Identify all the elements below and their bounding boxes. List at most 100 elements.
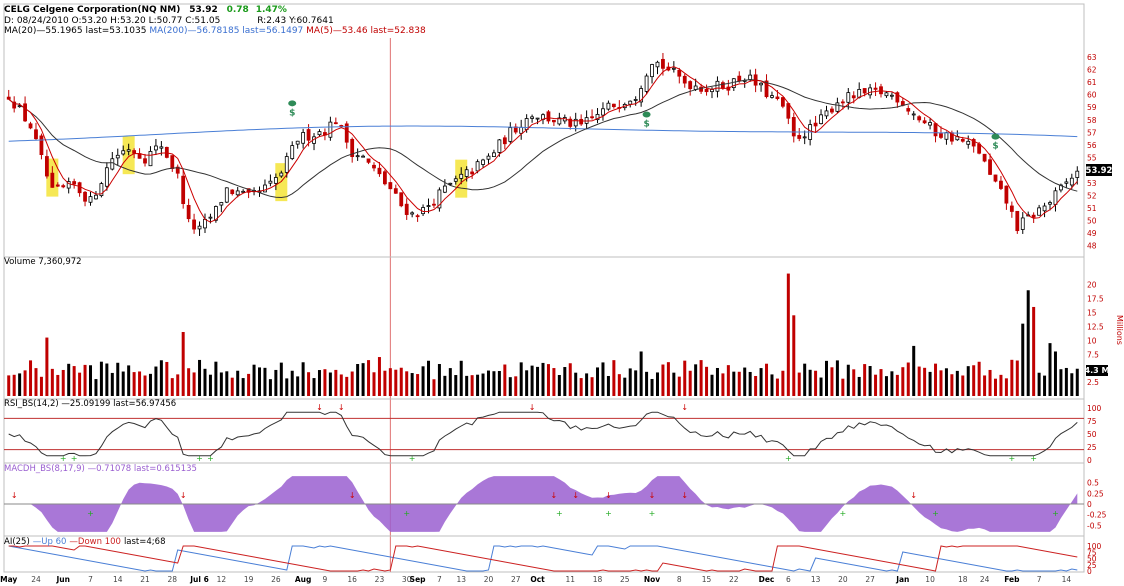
rsi-up-signal-7: + — [1030, 454, 1037, 463]
volume-bar-5 — [34, 368, 38, 396]
volume-bar-134 — [737, 371, 741, 396]
candle-body-195 — [1069, 177, 1074, 186]
macdh-up-signal-6: + — [932, 509, 939, 518]
volume-bar-113 — [623, 377, 627, 396]
candle-body-28 — [159, 146, 164, 149]
volume-bar-146 — [803, 363, 807, 396]
volume-bar-48 — [268, 379, 272, 396]
rsi-up-signal-0: + — [60, 454, 67, 463]
x-tick-1: 24 — [31, 575, 41, 584]
rsi-tick-1: 25 — [1087, 443, 1097, 452]
dollar-icon-2 — [991, 133, 1000, 140]
volume-bar-75 — [416, 374, 420, 396]
candle-body-114 — [628, 100, 633, 105]
macdh-down-signal-3: ↓ — [551, 491, 558, 500]
candle-body-134 — [737, 75, 742, 82]
volume-bar-45 — [252, 364, 256, 396]
volume-bar-76 — [421, 366, 425, 396]
volume-bar-189 — [1037, 372, 1041, 396]
rsi-down-signal-3: ↓ — [681, 403, 688, 412]
last-price: 53.92 — [189, 5, 218, 15]
candle-body-70 — [388, 182, 393, 190]
candle-body-12 — [72, 181, 77, 185]
candle-body-13 — [77, 182, 82, 194]
candle-body-178 — [977, 143, 982, 154]
candle-body-180 — [988, 159, 992, 175]
symbol-header: CELG Celgene Corporation(NQ NM) 53.92 0.… — [4, 5, 287, 16]
x-tick-4: 14 — [113, 575, 123, 584]
candle-body-183 — [1004, 185, 1009, 204]
x-tick-39: 7 — [1037, 575, 1042, 584]
candle-body-144 — [791, 117, 796, 137]
rsi-tick-0: 0 — [1087, 456, 1092, 465]
volume-bar-73 — [405, 371, 409, 396]
volume-bar-136 — [748, 371, 752, 396]
ai-legend: AI(25) —Up 60 —Down 100 last=4;68 — [4, 537, 165, 547]
volume-bar-30 — [170, 378, 174, 396]
candle-body-143 — [786, 103, 791, 119]
volume-bar-40 — [225, 371, 229, 396]
volume-tick-7: 20 — [1087, 281, 1097, 290]
candle-body-9 — [55, 184, 60, 187]
volume-bar-77 — [427, 360, 431, 396]
volume-bar-22 — [127, 365, 131, 396]
candle-body-159 — [873, 87, 878, 90]
macdh-up-signal-1: + — [403, 509, 410, 518]
macdh-up-signal-4: + — [649, 509, 656, 518]
x-tick-34: Jan — [895, 575, 909, 584]
volume-bar-155 — [852, 369, 856, 396]
volume-bar-164 — [901, 367, 905, 396]
candle-body-140 — [770, 95, 774, 98]
candle-body-153 — [840, 101, 845, 104]
candle-body-185 — [1015, 210, 1020, 232]
volume-bar-160 — [879, 369, 883, 396]
macdh-tick-3: 0.25 — [1087, 489, 1104, 498]
candle-body-127 — [699, 86, 704, 92]
rsi-up-signal-1: + — [71, 454, 78, 463]
volume-bar-101 — [557, 375, 561, 396]
rsi-tick-4: 100 — [1087, 404, 1102, 413]
candle-body-17 — [99, 183, 104, 197]
ma200-line — [8, 125, 1078, 142]
volume-bar-142 — [781, 370, 785, 396]
ai-tick-4: 100 — [1087, 542, 1102, 551]
ai-tick-2: 50 — [1087, 555, 1097, 564]
x-tick-36: 18 — [958, 575, 968, 584]
x-tick-7: Jul 6 — [189, 575, 209, 584]
volume-bar-151 — [830, 367, 834, 396]
x-tick-40: 14 — [1062, 575, 1072, 584]
candle-body-120 — [661, 58, 665, 69]
volume-bar-85 — [470, 375, 474, 396]
volume-bar-59 — [328, 372, 332, 396]
candle-body-194 — [1064, 181, 1069, 184]
volume-bar-32 — [181, 332, 185, 396]
volume-bar-196 — [1075, 368, 1079, 396]
rsi-label: RSI_BS(14,2) —25.09199 last=56.97456 — [4, 399, 176, 409]
candle-body-145 — [797, 135, 802, 139]
price-tick-8: 56 — [1087, 141, 1097, 150]
volume-bar-192 — [1053, 351, 1057, 396]
candle-body-111 — [611, 103, 616, 108]
volume-bar-4 — [29, 360, 33, 396]
candle-body-72 — [399, 192, 404, 207]
candle-body-131 — [721, 82, 725, 89]
candle-body-99 — [546, 111, 551, 122]
volume-bar-176 — [966, 366, 970, 396]
candle-body-33 — [186, 204, 191, 220]
x-tick-10: 26 — [271, 575, 281, 584]
x-tick-37: 24 — [980, 575, 990, 584]
candle-body-43 — [241, 190, 246, 193]
range-values: R:2.43 Y:60.7641 — [257, 16, 334, 26]
candle-body-108 — [595, 114, 600, 121]
candle-body-36 — [203, 218, 207, 229]
volume-bar-33 — [187, 368, 191, 396]
volume-bar-19 — [110, 372, 114, 396]
candle-body-193 — [1059, 184, 1063, 191]
volume-bar-194 — [1064, 367, 1068, 396]
candle-body-85 — [470, 171, 475, 175]
volume-bar-58 — [323, 369, 327, 396]
volume-bar-96 — [530, 365, 534, 396]
price-tick-9: 57 — [1087, 128, 1097, 137]
